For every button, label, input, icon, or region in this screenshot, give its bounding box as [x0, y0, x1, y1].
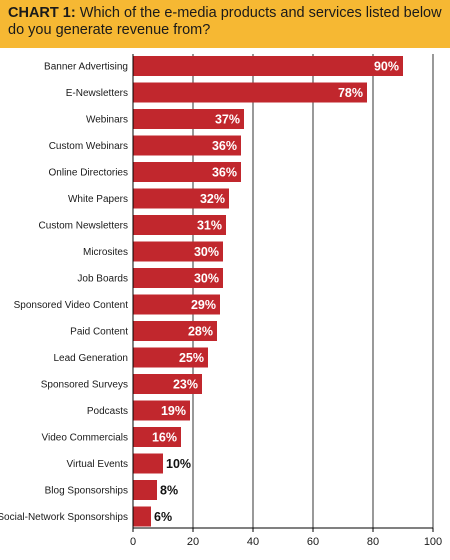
category-label: Video Commercials [41, 433, 128, 444]
bar [133, 400, 190, 421]
bar [133, 241, 223, 262]
category-label: Banner Advertising [44, 62, 128, 73]
category-label: Blog Sponsorships [45, 486, 128, 497]
category-label: Microsites [83, 247, 128, 258]
category-label: E-Newsletters [66, 88, 128, 99]
chart-title-lead: CHART 1: [8, 5, 76, 21]
category-label: Online Directories [49, 168, 128, 179]
data-label: 19% [161, 404, 186, 418]
data-label: 30% [194, 272, 219, 286]
x-tick-label: 20 [187, 536, 199, 548]
category-label: Custom Newsletters [39, 221, 128, 232]
bar [133, 506, 151, 527]
data-label: 25% [179, 351, 204, 365]
bar [133, 453, 163, 474]
bar [133, 321, 217, 341]
category-label: White Papers [68, 194, 128, 205]
data-label: 8% [160, 484, 178, 498]
bar [133, 188, 229, 209]
bar [133, 374, 202, 394]
data-label: 37% [215, 113, 240, 127]
x-tick-label: 0 [130, 536, 136, 548]
bar [133, 215, 226, 235]
category-label: Paid Content [70, 327, 128, 338]
chart-title: CHART 1: Which of the e-media products a… [8, 5, 442, 39]
data-label: 36% [212, 166, 237, 180]
bar [133, 162, 241, 182]
data-label: 29% [191, 298, 216, 312]
category-label: Custom Webinars [49, 141, 128, 152]
data-label: 16% [152, 431, 177, 445]
category-label: Podcasts [87, 406, 128, 417]
data-label: 28% [188, 325, 213, 339]
data-label: 78% [338, 86, 363, 100]
category-label: Sponsored Surveys [41, 380, 128, 391]
bar [133, 109, 244, 129]
category-label: Sponsored Video Content [14, 300, 129, 311]
bar [133, 268, 223, 288]
bar [133, 480, 157, 500]
chart-header: CHART 1: Which of the e-media products a… [0, 0, 450, 48]
data-label: 36% [212, 139, 237, 153]
category-label: Webinars [86, 115, 128, 126]
x-tick-label: 80 [367, 536, 379, 548]
data-label: 23% [173, 378, 198, 392]
bar [133, 82, 367, 103]
bar [133, 135, 241, 156]
data-label: 31% [197, 219, 222, 233]
x-tick-label: 100 [424, 536, 442, 548]
x-tick-label: 60 [307, 536, 319, 548]
data-label: 30% [194, 245, 219, 259]
x-tick-label: 40 [247, 536, 259, 548]
bar [133, 347, 208, 368]
category-label: Virtual Events [66, 459, 128, 470]
category-label: Social-Network Sponsorships [0, 512, 128, 523]
data-label: 6% [154, 510, 172, 524]
bar [133, 56, 403, 76]
bar-chart: Banner Advertising 90% E-Newsletters 78% Web… [0, 54, 442, 548]
chart-title-question: Which of the e-media products and servic… [8, 5, 442, 38]
bar [133, 427, 181, 447]
data-label: 32% [200, 192, 225, 206]
data-label: 90% [374, 60, 399, 74]
category-label: Job Boards [77, 274, 128, 285]
data-label: 10% [166, 457, 191, 471]
category-label: Lead Generation [53, 353, 128, 364]
bar [133, 294, 220, 315]
